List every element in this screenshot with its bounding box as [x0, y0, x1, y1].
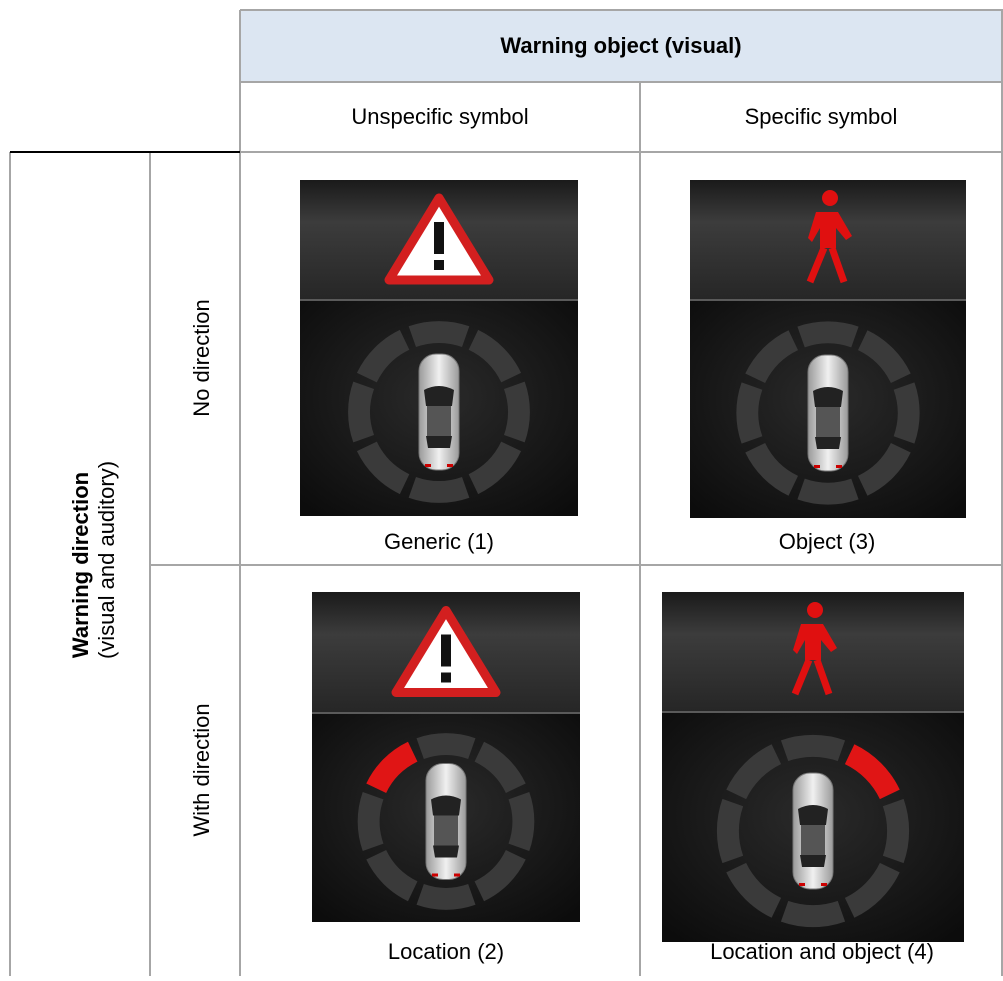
figure: Warning object (visual) Unspecific symbo…	[0, 0, 1003, 976]
direction-segment	[785, 911, 842, 916]
display-panel	[690, 180, 966, 518]
row-label: With direction	[189, 703, 214, 836]
exclamation-dot	[441, 673, 451, 683]
row-header-title: Warning direction	[68, 472, 93, 658]
direction-segment	[904, 386, 909, 440]
car-light	[814, 465, 820, 468]
direction-segment	[420, 894, 472, 898]
cell-caption: Generic (1)	[384, 529, 494, 554]
panels	[300, 180, 966, 942]
column-header: Unspecific symbol	[351, 104, 528, 129]
cell-caption: Location (2)	[388, 939, 504, 964]
car-roof	[801, 825, 825, 855]
car-light	[821, 883, 827, 886]
row-header-subtitle: (visual and auditory)	[94, 461, 119, 659]
display-panel	[312, 592, 580, 922]
header-title: Warning object (visual)	[500, 33, 741, 58]
direction-segment	[728, 803, 733, 860]
direction-segment	[514, 385, 519, 438]
car-rear-window	[815, 437, 841, 449]
car-windshield	[431, 796, 461, 816]
column-header: Specific symbol	[745, 104, 898, 129]
car-windshield	[798, 805, 828, 825]
display-panel	[300, 180, 578, 516]
direction-segment	[785, 746, 842, 751]
direction-segment	[519, 796, 523, 848]
exclamation	[434, 222, 444, 254]
direction-segment	[412, 332, 465, 337]
car-light	[799, 883, 805, 886]
car-windshield	[813, 387, 843, 407]
car-rear-window	[800, 855, 826, 867]
pedestrian-head	[807, 602, 823, 618]
direction-segment	[412, 487, 465, 492]
cell-caption: Object (3)	[779, 529, 876, 554]
row-label: No direction	[189, 299, 214, 416]
car-light	[836, 465, 842, 468]
car-rear-window	[426, 436, 452, 448]
car-roof	[816, 407, 840, 437]
cell-caption: Location and object (4)	[710, 939, 934, 964]
direction-segment	[801, 489, 855, 494]
page: {"header": {"title": "Warning object (vi…	[0, 0, 1003, 976]
direction-segment	[359, 385, 364, 438]
direction-segment	[747, 386, 752, 440]
car-rear-window	[433, 846, 459, 858]
car-light	[432, 874, 438, 877]
display-panel	[662, 592, 964, 942]
car-light	[447, 464, 453, 467]
direction-segment	[369, 796, 373, 848]
exclamation	[441, 635, 451, 667]
pedestrian-head	[822, 190, 838, 206]
exclamation-dot	[434, 260, 444, 270]
direction-segment	[893, 803, 898, 860]
car-roof	[434, 816, 458, 846]
car-light	[425, 464, 431, 467]
car-light	[454, 874, 460, 877]
car-windshield	[424, 386, 454, 406]
direction-segment	[801, 332, 855, 337]
direction-segment	[420, 744, 472, 748]
car-roof	[427, 406, 451, 436]
